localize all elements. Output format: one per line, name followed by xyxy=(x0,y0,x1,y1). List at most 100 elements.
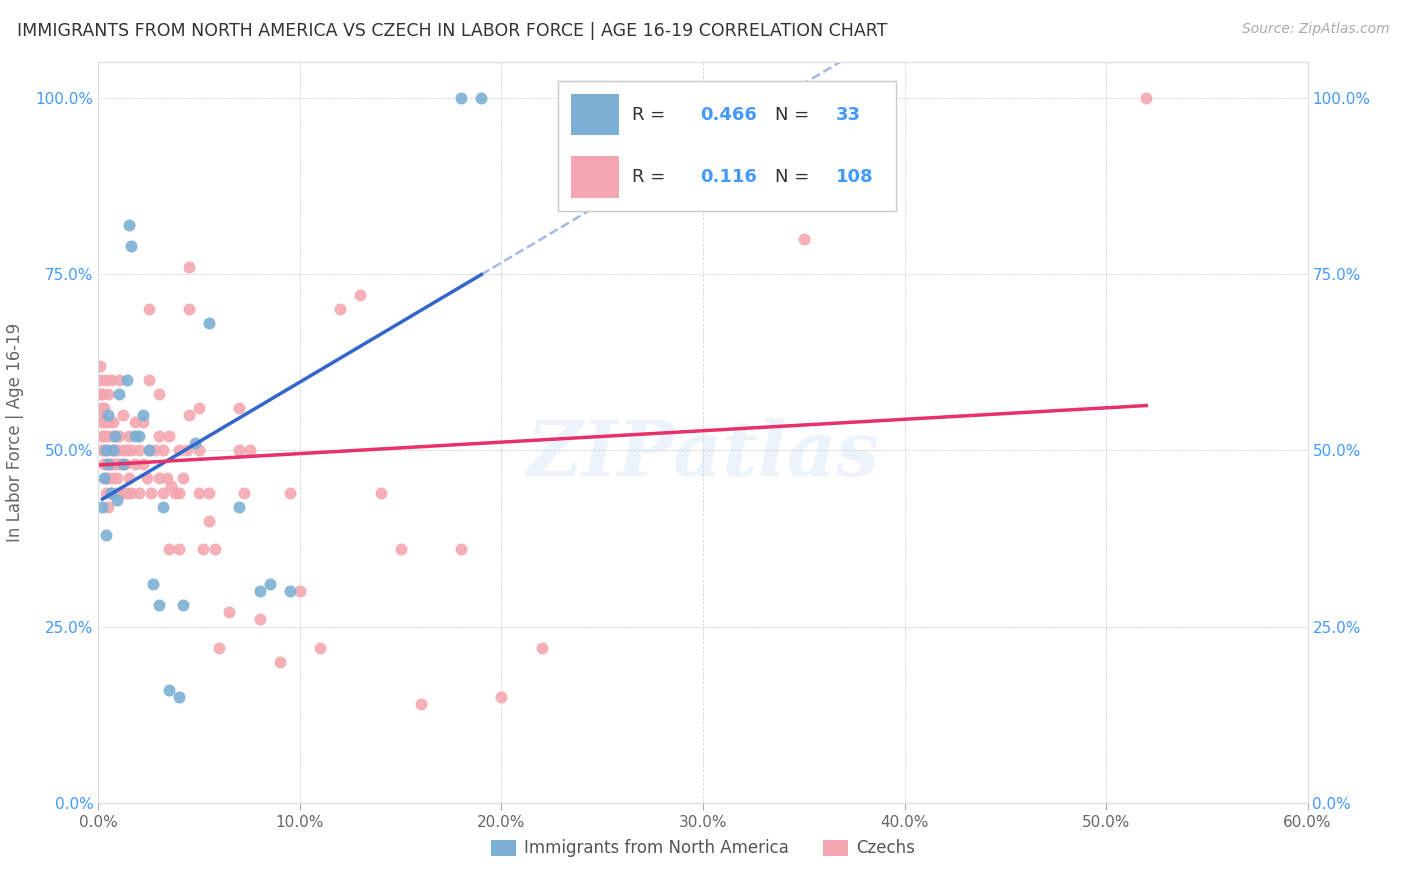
Point xyxy=(152,443,174,458)
Point xyxy=(491,690,513,704)
Point xyxy=(101,443,124,458)
Point xyxy=(100,485,122,500)
Point xyxy=(288,584,311,599)
Point xyxy=(97,500,120,514)
Point xyxy=(188,485,211,500)
Point xyxy=(128,443,150,458)
Point xyxy=(111,485,134,500)
Point xyxy=(107,458,129,472)
Point xyxy=(370,485,392,500)
Point xyxy=(111,408,134,422)
Point xyxy=(138,302,160,317)
Point xyxy=(138,373,160,387)
Point xyxy=(259,577,281,591)
Point xyxy=(179,408,201,422)
Point xyxy=(97,415,120,429)
Point xyxy=(152,485,174,500)
Point xyxy=(204,541,226,556)
Point xyxy=(793,232,815,246)
Point xyxy=(128,485,150,500)
Point xyxy=(103,485,125,500)
Point xyxy=(100,373,122,387)
Point xyxy=(148,429,170,443)
Point xyxy=(105,443,128,458)
Point xyxy=(89,373,111,387)
Point xyxy=(91,443,114,458)
Point xyxy=(115,485,138,500)
Point xyxy=(96,458,118,472)
Point xyxy=(176,443,198,458)
Point xyxy=(97,458,120,472)
Point xyxy=(103,429,125,443)
Point xyxy=(124,458,146,472)
Point xyxy=(114,458,136,472)
Point xyxy=(184,436,207,450)
Point xyxy=(269,655,291,669)
Point xyxy=(278,584,301,599)
Point xyxy=(208,640,231,655)
Point xyxy=(96,528,118,542)
Point xyxy=(188,401,211,415)
Point xyxy=(132,415,155,429)
Point xyxy=(142,577,165,591)
Text: Source: ZipAtlas.com: Source: ZipAtlas.com xyxy=(1241,22,1389,37)
Point xyxy=(239,443,262,458)
Point xyxy=(124,415,146,429)
Point xyxy=(232,485,254,500)
Point xyxy=(188,443,211,458)
Point xyxy=(124,429,146,443)
Text: ZIPatlas: ZIPatlas xyxy=(526,417,880,491)
Point xyxy=(96,373,118,387)
Point xyxy=(309,640,332,655)
Point xyxy=(107,429,129,443)
Point xyxy=(97,408,120,422)
Point xyxy=(96,443,118,458)
Point xyxy=(96,429,118,443)
Point xyxy=(128,429,150,443)
Point xyxy=(89,387,111,401)
Text: IMMIGRANTS FROM NORTH AMERICA VS CZECH IN LABOR FORCE | AGE 16-19 CORRELATION CH: IMMIGRANTS FROM NORTH AMERICA VS CZECH I… xyxy=(17,22,887,40)
Y-axis label: In Labor Force | Age 16-19: In Labor Force | Age 16-19 xyxy=(7,323,24,542)
Point xyxy=(93,458,115,472)
Point xyxy=(193,541,215,556)
Point xyxy=(156,471,179,485)
Point xyxy=(93,401,115,415)
Point xyxy=(132,458,155,472)
Point xyxy=(101,443,124,458)
Point xyxy=(107,387,129,401)
Point xyxy=(163,485,186,500)
Point xyxy=(249,584,271,599)
Point xyxy=(148,387,170,401)
Point xyxy=(96,471,118,485)
Point xyxy=(172,471,194,485)
Point xyxy=(167,443,190,458)
Point xyxy=(91,415,114,429)
Point xyxy=(198,485,221,500)
Point xyxy=(329,302,352,317)
Point xyxy=(278,485,301,500)
Point xyxy=(100,485,122,500)
Point xyxy=(409,697,432,711)
Point xyxy=(118,471,141,485)
Point xyxy=(148,599,170,613)
Point xyxy=(111,458,134,472)
Point xyxy=(97,387,120,401)
Point xyxy=(101,471,124,485)
Point xyxy=(167,541,190,556)
Point xyxy=(138,443,160,458)
Point xyxy=(105,471,128,485)
Point xyxy=(91,500,114,514)
Point xyxy=(120,485,142,500)
Point xyxy=(93,443,115,458)
Point xyxy=(198,514,221,528)
Point xyxy=(157,541,180,556)
Point xyxy=(93,471,115,485)
Point xyxy=(115,373,138,387)
Point xyxy=(228,443,250,458)
Point xyxy=(118,429,141,443)
Point xyxy=(157,683,180,698)
Point xyxy=(138,443,160,458)
Point xyxy=(111,443,134,458)
Point xyxy=(218,606,240,620)
Point xyxy=(120,443,142,458)
